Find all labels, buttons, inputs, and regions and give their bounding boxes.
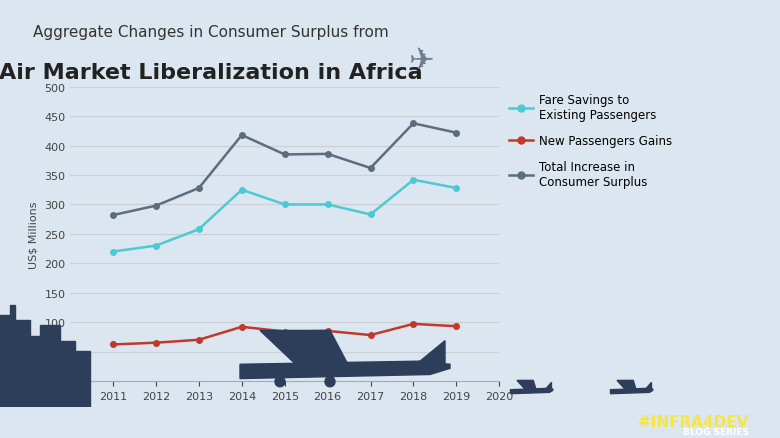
Polygon shape — [260, 331, 350, 368]
Text: Air Market Liberalization in Africa: Air Market Liberalization in Africa — [0, 63, 423, 83]
Polygon shape — [0, 305, 90, 407]
Polygon shape — [405, 341, 445, 364]
Polygon shape — [517, 381, 537, 391]
Polygon shape — [611, 389, 653, 394]
Text: ✈: ✈ — [409, 47, 434, 76]
Polygon shape — [543, 382, 551, 390]
Circle shape — [275, 377, 285, 387]
Y-axis label: US$ Millions: US$ Millions — [29, 201, 39, 268]
Text: BLOG SERIES: BLOG SERIES — [682, 427, 749, 436]
Circle shape — [325, 377, 335, 387]
Text: #INFRA4DEV: #INFRA4DEV — [638, 414, 749, 429]
Polygon shape — [240, 361, 450, 379]
Polygon shape — [510, 389, 553, 394]
Polygon shape — [617, 381, 636, 391]
Legend: Fare Savings to
Existing Passengers, New Passengers Gains, Total Increase in
Con: Fare Savings to Existing Passengers, New… — [509, 93, 672, 188]
Text: Aggregate Changes in Consumer Surplus from: Aggregate Changes in Consumer Surplus fr… — [33, 25, 388, 39]
Polygon shape — [643, 382, 651, 390]
